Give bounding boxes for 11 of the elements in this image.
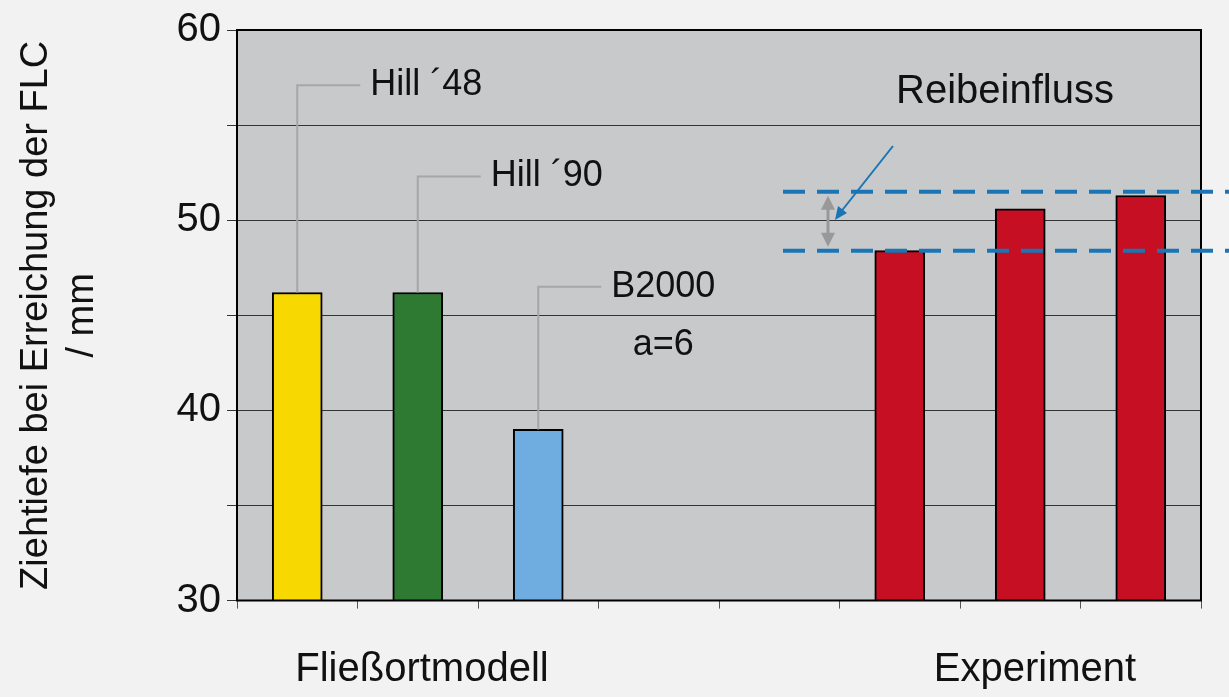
annotation: Reibeinfluss (896, 67, 1114, 112)
y-tick-label: 30 (176, 575, 221, 620)
y-tick-label: 60 (176, 5, 221, 50)
y-tick-label: 50 (176, 195, 221, 240)
text: Experiment (933, 645, 1137, 690)
text: Hill ´48 (370, 62, 483, 104)
text: Hill ´90 (490, 153, 603, 195)
text: B2000 a=6 (611, 263, 716, 363)
text: Fließortmodell (295, 645, 549, 690)
y-tick-label: 40 (176, 385, 221, 430)
y-axis-title: Ziehtiefe bei Erreichung der FLC / mm (13, 40, 101, 590)
